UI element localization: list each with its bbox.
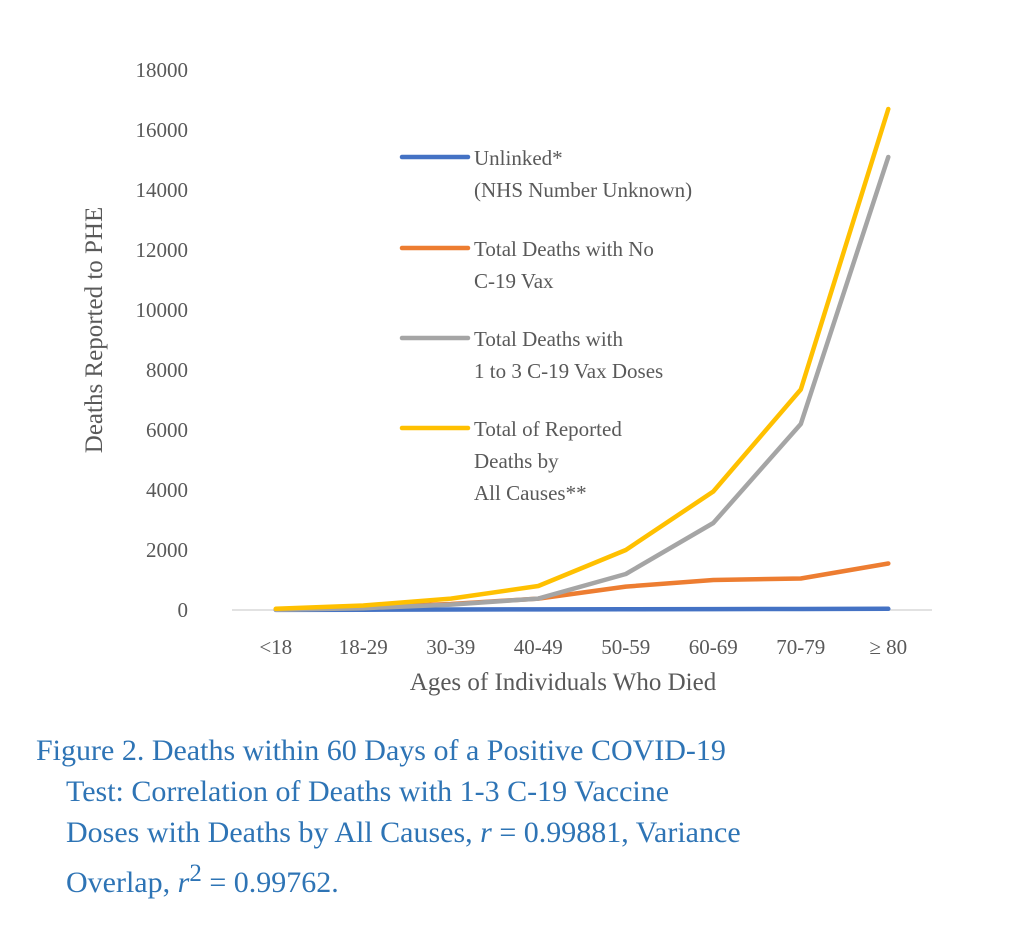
figure-caption: Figure 2. Deaths within 60 Days of a Pos… xyxy=(36,730,966,903)
caption-line-3-end: = 0.99881, Variance xyxy=(491,816,741,849)
caption-line-1: Figure 2. Deaths within 60 Days of a Pos… xyxy=(36,734,726,767)
legend-label-1: Unlinked* xyxy=(474,146,563,170)
y-tick-label: 2000 xyxy=(146,538,188,562)
x-tick-label: ≥ 80 xyxy=(869,635,907,659)
caption-line-2: Test: Correlation of Deaths with 1-3 C-1… xyxy=(66,775,670,808)
y-tick-label: 8000 xyxy=(146,358,188,382)
y-tick-label: 14000 xyxy=(136,178,189,202)
legend-label-3: 1 to 3 C-19 Vax Doses xyxy=(474,359,663,383)
legend-label-1: (NHS Number Unknown) xyxy=(474,178,692,202)
y-tick-labels: 0 2000 4000 6000 8000 10000 12000 14000 16000 180… xyxy=(136,58,189,622)
y-tick-label: 10000 xyxy=(136,298,189,322)
legend-label-3: Total Deaths with xyxy=(474,327,623,351)
x-tick-label: 50-59 xyxy=(601,635,650,659)
y-axis-title: Deaths Reported to PHE xyxy=(81,207,108,453)
y-tick-label: 0 xyxy=(178,598,189,622)
legend-label-2: Total Deaths with No xyxy=(474,237,654,261)
y-tick-label: 12000 xyxy=(136,238,189,262)
y-tick-label: 4000 xyxy=(146,478,188,502)
r2-symbol: r xyxy=(177,866,190,899)
y-tick-label: 6000 xyxy=(146,418,188,442)
x-tick-labels: <18 18-29 30-39 40-49 50-59 60-69 70-79 ≥ 80 xyxy=(259,635,907,659)
x-tick-label: 40-49 xyxy=(514,635,563,659)
r2-exponent: 2 xyxy=(189,860,202,887)
caption-line-3-start: Doses with Deaths by All Causes, xyxy=(66,816,481,849)
line-chart: 0 2000 4000 6000 8000 10000 12000 14000 16000 180… xyxy=(81,58,932,696)
legend-label-4: Deaths by xyxy=(474,449,559,473)
y-tick-label: 18000 xyxy=(136,58,189,82)
x-tick-label: 30-39 xyxy=(426,635,475,659)
x-tick-label: <18 xyxy=(259,635,292,659)
series-lines xyxy=(273,106,891,613)
x-tick-label: 70-79 xyxy=(776,635,825,659)
series-line-3 xyxy=(273,154,891,612)
caption-line-4-start: Overlap, xyxy=(66,866,178,899)
x-axis-title: Ages of Individuals Who Died xyxy=(410,669,717,696)
y-tick-label: 16000 xyxy=(136,118,189,142)
caption-line-4-end: = 0.99762. xyxy=(201,866,339,899)
series-line-4 xyxy=(273,106,891,612)
x-tick-label: 60-69 xyxy=(689,635,738,659)
caption-line-3: Doses with Deaths by All Causes, r = 0.9… xyxy=(36,812,966,853)
legend-label-2: C-19 Vax xyxy=(474,269,554,293)
x-tick-label: 18-29 xyxy=(339,635,388,659)
caption-line-4: Overlap, r2 = 0.99762. xyxy=(36,853,966,903)
r-symbol: r xyxy=(480,816,492,849)
legend-label-4: Total of Reported xyxy=(474,417,622,441)
legend-label-4: All Causes** xyxy=(474,481,587,505)
legend: Unlinked* (NHS Number Unknown) Total Death… xyxy=(399,146,692,505)
